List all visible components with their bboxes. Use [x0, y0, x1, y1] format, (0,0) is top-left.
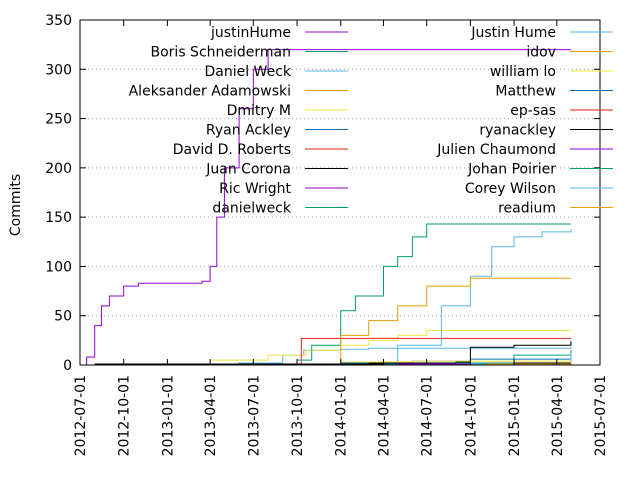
legend-label: Corey Wilson — [465, 181, 556, 197]
x-tick-label: 2013-01-01 — [160, 375, 176, 456]
y-tick-label: 250 — [45, 112, 72, 128]
legend-label: Aleksander Adamowski — [129, 84, 291, 100]
legend-label: Boris Schneiderman — [151, 45, 292, 61]
x-tick-label: 2015-01-01 — [507, 375, 523, 456]
y-tick-label: 350 — [45, 13, 72, 29]
legend-label: Matthew — [495, 84, 556, 100]
x-tick-label: 2014-07-01 — [420, 375, 436, 456]
x-tick-label: 2012-10-01 — [117, 375, 133, 456]
series-line-4 — [210, 330, 571, 361]
plot-border — [79, 19, 601, 366]
x-tick-label: 2014-10-01 — [463, 375, 479, 456]
x-tick-label: 2015-07-01 — [593, 375, 609, 456]
x-tick-label: 2014-01-01 — [334, 375, 350, 456]
legend-label: ryanackley — [479, 123, 556, 139]
y-tick-label: 50 — [54, 309, 72, 325]
legend-label: idov — [526, 45, 556, 61]
legend-label: Daniel Weck — [204, 64, 291, 80]
y-tick-label: 150 — [45, 210, 72, 226]
legend-label: Ryan Ackley — [206, 123, 291, 139]
x-tick-label: 2013-07-01 — [246, 375, 262, 456]
y-tick-label: 0 — [63, 358, 72, 374]
legend-label: justinHume — [210, 25, 291, 41]
y-tick-label: 100 — [45, 259, 72, 275]
legend-label: william lo — [490, 64, 556, 80]
y-tick-label: 300 — [45, 62, 72, 78]
legend-label: David D. Roberts — [173, 142, 291, 158]
y-tick-labels: 0 50 100 150 200 250 300 350 — [45, 13, 72, 374]
y-axis-label: Commits — [8, 174, 24, 236]
legend-label: Johan Poirier — [467, 162, 556, 178]
x-tick-label: 2014-04-01 — [377, 375, 393, 456]
legend-label: Julien Chaumond — [436, 142, 556, 158]
series-line-11 — [326, 277, 571, 366]
y-tick-label: 200 — [45, 161, 72, 177]
legend-label: Ric Wright — [219, 181, 291, 197]
legend: justinHume Boris Schneiderman Daniel Weck A… — [129, 25, 613, 217]
series-line-8 — [80, 49, 571, 366]
series-line-10 — [355, 229, 572, 366]
legend-label: Justin Hume — [470, 25, 556, 41]
axes — [79, 19, 601, 366]
series-line-9 — [297, 223, 571, 361]
series-line-7 — [94, 341, 572, 365]
x-tick-label: 2015-04-01 — [550, 375, 566, 456]
legend-label: ep-sas — [510, 103, 556, 119]
grid-lines — [80, 68, 600, 317]
x-tick-labels: 2012-07-01 2012-10-01 2013-01-01 2013-04-01… — [73, 375, 609, 456]
legend-label: danielweck — [212, 201, 291, 217]
legend-label: readium — [498, 201, 556, 217]
x-tick-label: 2013-04-01 — [203, 375, 219, 456]
legend-label: Juan Corona — [205, 162, 291, 178]
x-tick-label: 2012-07-01 — [73, 375, 89, 456]
x-tick-label: 2013-10-01 — [290, 375, 306, 456]
legend-label: Dmitry M — [227, 103, 291, 119]
